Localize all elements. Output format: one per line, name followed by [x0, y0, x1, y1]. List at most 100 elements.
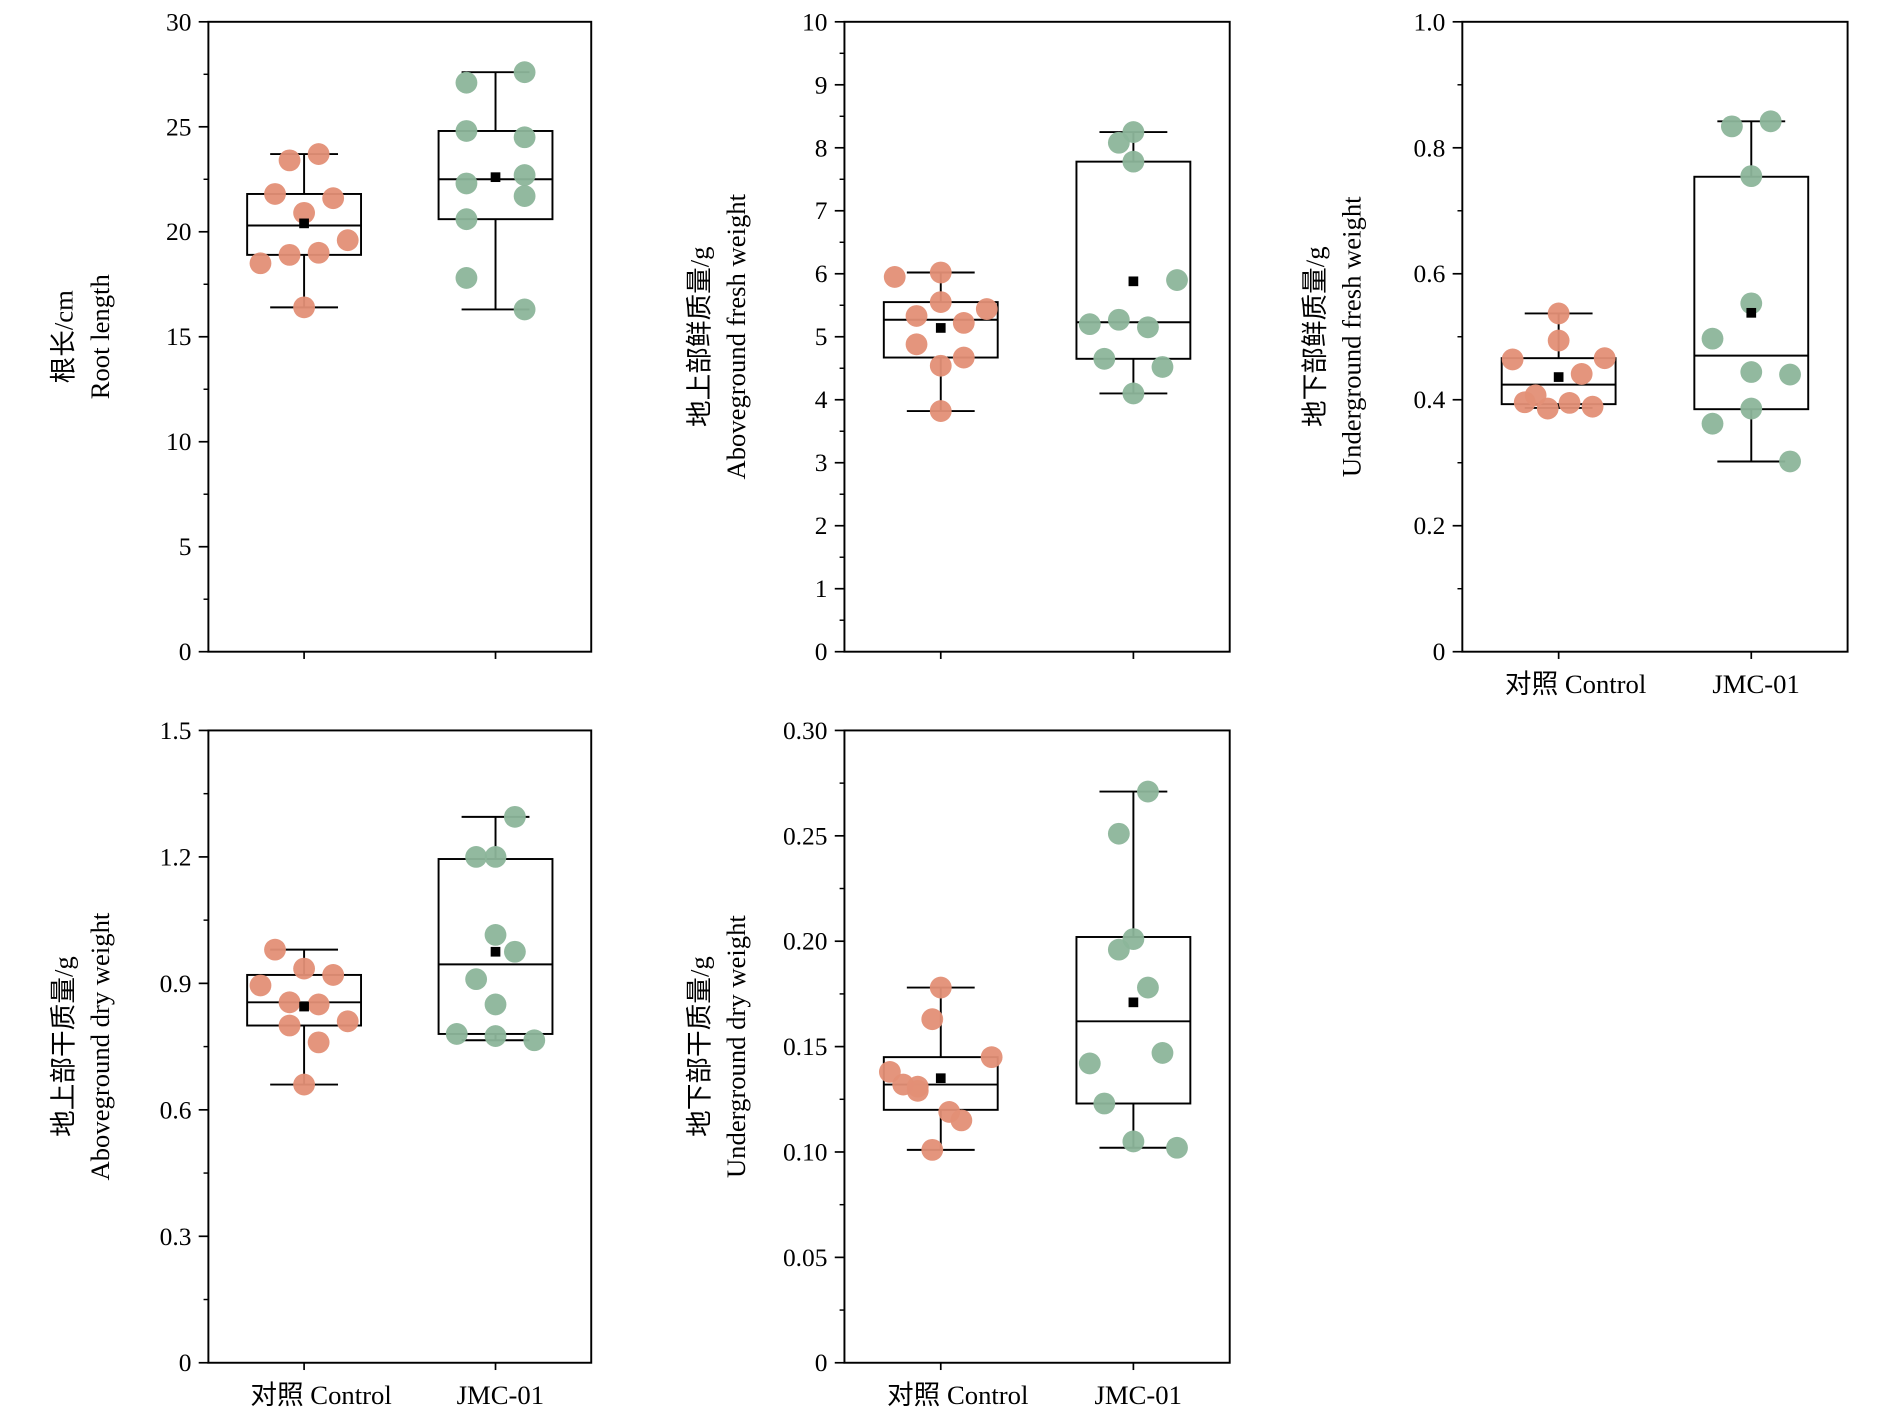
data-point [952, 346, 975, 369]
data-point [1137, 316, 1159, 339]
mean-marker [490, 946, 501, 957]
mean-marker [935, 1073, 946, 1084]
data-point [484, 846, 507, 868]
data-point [336, 229, 359, 252]
data-point [1740, 292, 1763, 315]
y-tick-label: 5 [179, 532, 192, 561]
plot-frame [1461, 20, 1849, 653]
y-tick-label: 0.2 [1414, 511, 1446, 540]
y-axis-title-cn: 根长/cm [49, 290, 79, 383]
data-point [307, 993, 330, 1016]
series-control [1500, 302, 1617, 420]
y-axis-title-en: Aboveground dry weight [85, 912, 115, 1180]
data-point [293, 296, 315, 319]
y-tick-label: 0.3 [160, 1222, 192, 1251]
y-tick-label: 0.10 [783, 1137, 828, 1166]
data-point [1107, 938, 1130, 961]
data-point [455, 267, 478, 289]
series-control [246, 938, 363, 1096]
series-jmc01 [1693, 110, 1810, 473]
y-tick-label: 0.9 [160, 969, 192, 998]
y-tick-label: 3 [815, 448, 828, 477]
data-point [484, 923, 507, 946]
data-point [1740, 165, 1763, 188]
plot-frame [843, 20, 1231, 653]
data-point [1513, 391, 1536, 414]
data-point [249, 252, 272, 275]
data-point [278, 991, 301, 1014]
data-point [307, 241, 330, 264]
data-point [504, 805, 526, 828]
data-point [484, 1025, 507, 1047]
y-tick-label: 0.25 [783, 821, 828, 850]
data-point [1093, 347, 1116, 370]
data-point [883, 266, 906, 288]
y-tick-label: 0.6 [1414, 259, 1446, 288]
data-point [1740, 361, 1763, 383]
y-tick-label: 5 [815, 322, 828, 351]
data-point [929, 400, 952, 422]
x-category-label: JMC-01 [1095, 1380, 1182, 1410]
data-point [929, 354, 952, 377]
y-tick-label: 0.6 [160, 1095, 192, 1124]
data-point [336, 1010, 359, 1033]
y-tick-label: 0.20 [783, 927, 828, 956]
y-tick-label: 1.0 [1414, 7, 1446, 36]
y-axis-title-cn: 地下部干质量/g [685, 956, 715, 1137]
data-point [905, 305, 928, 327]
data-point [1547, 329, 1570, 352]
series-jmc01 [437, 61, 554, 321]
panel-underground-fresh-weight: 0 0.2 0.4 0.6 0.8 1.0 对照 Control JMC-01 地下部鲜质量/g… [1300, 7, 1849, 699]
y-tick-label: 1 [815, 574, 828, 603]
y-axis-title-en: Root length [85, 274, 115, 399]
data-point [1701, 327, 1724, 350]
data-point [1122, 150, 1145, 173]
x-category-label: 对照 Control [887, 1380, 1028, 1410]
data-point [1593, 347, 1616, 370]
data-point [455, 208, 478, 231]
y-tick-label: 15 [166, 322, 191, 351]
y-tick-label: 0.4 [1414, 385, 1446, 414]
series-jmc01 [1075, 780, 1192, 1159]
data-point [278, 1014, 301, 1037]
data-point [1107, 822, 1130, 845]
series-control [246, 143, 363, 319]
data-point [1536, 397, 1559, 420]
data-point [484, 993, 507, 1016]
data-point [1720, 115, 1743, 138]
y-axis-title-cn: 地上部干质量/g [49, 956, 79, 1137]
data-point [1078, 1052, 1101, 1075]
data-point [278, 149, 301, 172]
data-point [504, 940, 526, 963]
panel-root-length: 0 5 10 15 20 25 30 根长/cm Root length [49, 7, 593, 666]
plot-frame [843, 729, 1231, 1364]
data-point [975, 298, 998, 320]
iqr-box [1500, 357, 1617, 406]
data-point [1570, 363, 1593, 385]
y-axis-title-en: Underground fresh weight [1337, 196, 1367, 477]
data-point [513, 126, 536, 149]
data-point [1759, 110, 1782, 133]
y-tick-label: 0 [179, 637, 192, 666]
data-point [513, 61, 536, 84]
panel-aboveground-dry-weight: 0 0.3 0.6 0.9 1.2 1.5 对照 Control JMC-01 地上部干质量/g… [49, 716, 593, 1410]
x-category-label: 对照 Control [250, 1380, 391, 1410]
data-point [513, 185, 536, 207]
data-point [1701, 412, 1724, 435]
panel-aboveground-fresh-weight: 0 1 2 3 4 5 6 7 8 9 10 地上部鲜质量/g Aboveground fresh we… [685, 7, 1231, 666]
data-point [264, 938, 286, 961]
data-point [445, 1023, 468, 1045]
data-point [929, 291, 952, 314]
series-jmc01 [1075, 121, 1192, 405]
plot-frame [207, 20, 593, 653]
mean-marker [1128, 276, 1139, 287]
data-point [465, 968, 488, 991]
y-tick-label: 4 [815, 385, 828, 414]
data-point [523, 1029, 546, 1052]
data-point [921, 1138, 944, 1161]
data-point [1151, 356, 1174, 378]
data-point [249, 974, 272, 997]
y-tick-label: 20 [166, 217, 191, 246]
data-point [293, 201, 315, 224]
y-tick-label: 25 [166, 112, 191, 141]
